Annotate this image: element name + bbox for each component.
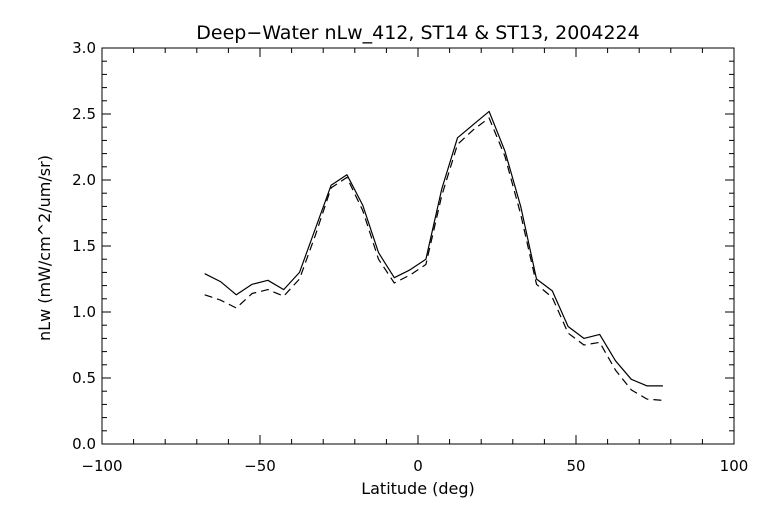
x-tick-label: 100 xyxy=(720,457,749,475)
x-tick-label: 50 xyxy=(566,457,585,475)
x-tick-label: 0 xyxy=(413,457,423,475)
axes-frame xyxy=(101,47,735,445)
y-tick-label: 1.0 xyxy=(72,303,96,321)
series-line-solid xyxy=(204,110,663,387)
x-axis-label: Latitude (deg) xyxy=(361,479,475,498)
plot-frame xyxy=(101,47,735,445)
tick-marks xyxy=(101,47,735,445)
y-tick-label: 0.5 xyxy=(72,369,96,387)
y-tick-label: 2.5 xyxy=(72,105,96,123)
tick-labels: −100 −50 0 50 100 0.0 0.5 1.0 1.5 2.0 2.5 3.0 xyxy=(72,39,748,475)
series-lines xyxy=(204,110,663,401)
y-tick-label: 0.0 xyxy=(72,435,96,453)
y-tick-label: 1.5 xyxy=(72,237,96,255)
x-tick-label: −100 xyxy=(81,457,122,475)
y-axis-label: nLw (mW/cm^2/um/sr) xyxy=(35,155,54,341)
series-line-dashed xyxy=(204,117,663,401)
chart-title: Deep−Water nLw_412, ST14 & ST13, 2004224 xyxy=(196,22,640,44)
y-tick-label: 3.0 xyxy=(72,39,96,57)
x-tick-label: −50 xyxy=(244,457,276,475)
y-tick-label: 2.0 xyxy=(72,171,96,189)
